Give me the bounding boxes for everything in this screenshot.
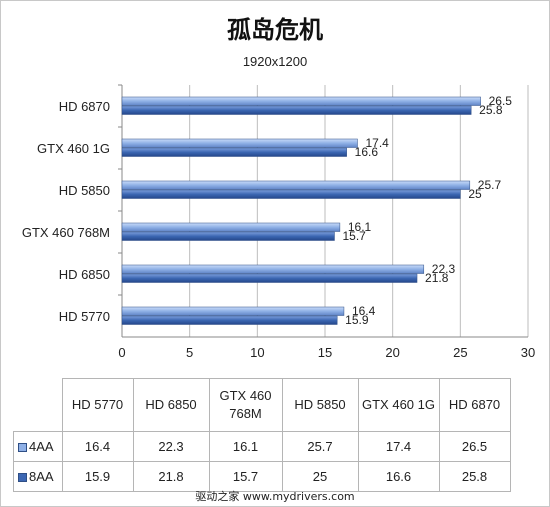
- table-column-header: HD 6850: [132, 378, 210, 432]
- data-label: 16.6: [355, 145, 379, 159]
- table-cell: 17.4: [357, 431, 440, 462]
- data-label: 16.1: [348, 220, 372, 234]
- table-column-header: GTX 460 1G: [357, 378, 440, 432]
- data-label: 15.7: [342, 229, 366, 243]
- table-column-header: GTX 460 768M: [208, 378, 283, 432]
- category-label: HD 6870: [59, 99, 110, 114]
- bar-8aa: [121, 147, 347, 157]
- category-label: HD 5770: [59, 309, 110, 324]
- table-row: 8AA 15.9 21.8 15.7 25 16.6 25.8: [13, 461, 511, 492]
- table-cell: 15.9: [61, 461, 134, 492]
- chart-subtitle: 1920x1200: [242, 54, 308, 69]
- table-cell: 22.3: [132, 431, 210, 462]
- bar-8aa: [121, 315, 338, 325]
- chart-title: 孤岛危机: [227, 16, 323, 44]
- category-label: HD 5850: [59, 183, 110, 198]
- legend-swatch: [18, 443, 27, 453]
- table-cell: 25.7: [281, 431, 359, 462]
- bar-chart: 0 5 10 15 20 25 30 HD 6870 26.525.8 GTX 460 1G 17.…: [22, 84, 535, 360]
- bar-4aa: [121, 306, 345, 316]
- table-column-header: HD 5850: [281, 378, 359, 432]
- data-label: 17.4: [365, 136, 389, 150]
- table-cell: 25.8: [438, 461, 511, 492]
- table-cell: 16.1: [208, 431, 283, 462]
- table-cell: 16.6: [357, 461, 440, 492]
- bar-8aa: [121, 189, 461, 199]
- bar-8aa: [121, 231, 335, 241]
- data-label: 25: [468, 187, 482, 201]
- data-table-header-row: HD 5770 HD 6850 GTX 460 768M HD 5850 GTX 460 …: [13, 378, 511, 432]
- table-row: 4AA 16.4 22.3 16.1 25.7 17.4 26.5: [13, 431, 511, 462]
- x-tick-label: 5: [186, 345, 193, 360]
- data-label: 26.5: [489, 94, 513, 108]
- table-cell: 16.4: [61, 431, 134, 462]
- x-tick-label: 10: [250, 345, 264, 360]
- x-tick-label: 25: [453, 345, 467, 360]
- x-tick-label: 15: [318, 345, 332, 360]
- table-column-header: HD 5770: [61, 378, 134, 432]
- legend-series-4aa: 4AA: [13, 431, 63, 462]
- data-label: 25.8: [479, 103, 503, 117]
- footer-credit: 驱动之家 www.mydrivers.com: [195, 490, 355, 503]
- x-tick-label: 20: [385, 345, 399, 360]
- category-label: GTX 460 768M: [22, 225, 110, 240]
- data-table-corner: [13, 378, 63, 432]
- bar-4aa: [121, 180, 471, 190]
- data-label: 25.7: [478, 178, 502, 192]
- category-label: GTX 460 1G: [37, 141, 110, 156]
- data-label: 15.9: [345, 313, 369, 327]
- table-cell: 21.8: [132, 461, 210, 492]
- bar-4aa: [121, 222, 341, 232]
- bar-4aa: [121, 138, 358, 148]
- table-cell: 25: [281, 461, 359, 492]
- x-tick-label: 0: [118, 345, 125, 360]
- x-tick-label: 30: [521, 345, 535, 360]
- bar-4aa: [121, 264, 425, 274]
- bar-8aa: [121, 273, 418, 283]
- legend-series-8aa: 8AA: [13, 461, 63, 492]
- bar-8aa: [121, 105, 472, 115]
- data-label: 22.3: [432, 262, 456, 276]
- bar-4aa: [121, 96, 481, 106]
- table-cell: 15.7: [208, 461, 283, 492]
- data-label: 16.4: [352, 304, 376, 318]
- data-label: 21.8: [425, 271, 449, 285]
- table-cell: 26.5: [438, 431, 511, 462]
- category-label: HD 6850: [59, 267, 110, 282]
- legend-swatch: [18, 473, 27, 483]
- table-column-header: HD 6870: [438, 378, 511, 432]
- data-table: HD 5770 HD 6850 GTX 460 768M HD 5850 GTX 460 …: [13, 378, 511, 492]
